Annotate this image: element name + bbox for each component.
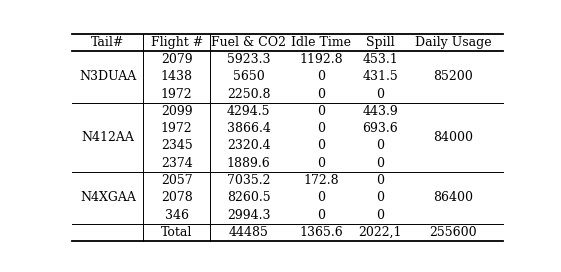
Text: 1192.8: 1192.8 <box>299 53 343 66</box>
Text: Fuel & CO2: Fuel & CO2 <box>211 36 286 49</box>
Text: 5650: 5650 <box>233 70 265 84</box>
Text: Total: Total <box>161 226 192 239</box>
Text: 2320.4: 2320.4 <box>227 140 270 153</box>
Text: 2374: 2374 <box>161 157 192 170</box>
Text: 85200: 85200 <box>433 70 473 84</box>
Text: 0: 0 <box>376 88 384 101</box>
Text: 0: 0 <box>376 191 384 204</box>
Text: 0: 0 <box>317 105 325 118</box>
Text: Idle Time: Idle Time <box>291 36 351 49</box>
Text: 0: 0 <box>317 88 325 101</box>
Text: 693.6: 693.6 <box>362 122 398 135</box>
Text: 0: 0 <box>317 209 325 222</box>
Text: 2057: 2057 <box>161 174 192 187</box>
Text: 2345: 2345 <box>161 140 192 153</box>
Text: 2250.8: 2250.8 <box>227 88 270 101</box>
Text: 8260.5: 8260.5 <box>227 191 270 204</box>
Text: 3866.4: 3866.4 <box>227 122 271 135</box>
Text: 2994.3: 2994.3 <box>227 209 270 222</box>
Text: 44485: 44485 <box>229 226 269 239</box>
Text: N3DUAA: N3DUAA <box>79 70 136 84</box>
Text: 1889.6: 1889.6 <box>227 157 270 170</box>
Text: 0: 0 <box>376 174 384 187</box>
Text: 0: 0 <box>376 140 384 153</box>
Text: Spill: Spill <box>366 36 394 49</box>
Text: 2078: 2078 <box>161 191 192 204</box>
Text: 2079: 2079 <box>161 53 192 66</box>
Text: 0: 0 <box>376 209 384 222</box>
Text: 7035.2: 7035.2 <box>227 174 270 187</box>
Text: 5923.3: 5923.3 <box>227 53 270 66</box>
Text: N4XGAA: N4XGAA <box>80 191 136 204</box>
Text: N412AA: N412AA <box>81 131 134 144</box>
Text: Flight #: Flight # <box>150 36 203 49</box>
Text: 1365.6: 1365.6 <box>299 226 343 239</box>
Text: 0: 0 <box>317 191 325 204</box>
Text: 1972: 1972 <box>161 122 192 135</box>
Text: 0: 0 <box>317 140 325 153</box>
Text: Tail#: Tail# <box>91 36 125 49</box>
Text: 0: 0 <box>376 157 384 170</box>
Text: 84000: 84000 <box>433 131 473 144</box>
Text: 1972: 1972 <box>161 88 192 101</box>
Text: 431.5: 431.5 <box>362 70 398 84</box>
Text: 346: 346 <box>165 209 188 222</box>
Text: 86400: 86400 <box>433 191 473 204</box>
Text: 0: 0 <box>317 157 325 170</box>
Text: 1438: 1438 <box>160 70 192 84</box>
Text: 4294.5: 4294.5 <box>227 105 270 118</box>
Text: 255600: 255600 <box>429 226 477 239</box>
Text: 0: 0 <box>317 122 325 135</box>
Text: 172.8: 172.8 <box>303 174 339 187</box>
Text: Daily Usage: Daily Usage <box>415 36 491 49</box>
Text: 2099: 2099 <box>161 105 192 118</box>
Text: 0: 0 <box>317 70 325 84</box>
Text: 443.9: 443.9 <box>362 105 398 118</box>
Text: 453.1: 453.1 <box>362 53 398 66</box>
Text: 2022,1: 2022,1 <box>358 226 402 239</box>
